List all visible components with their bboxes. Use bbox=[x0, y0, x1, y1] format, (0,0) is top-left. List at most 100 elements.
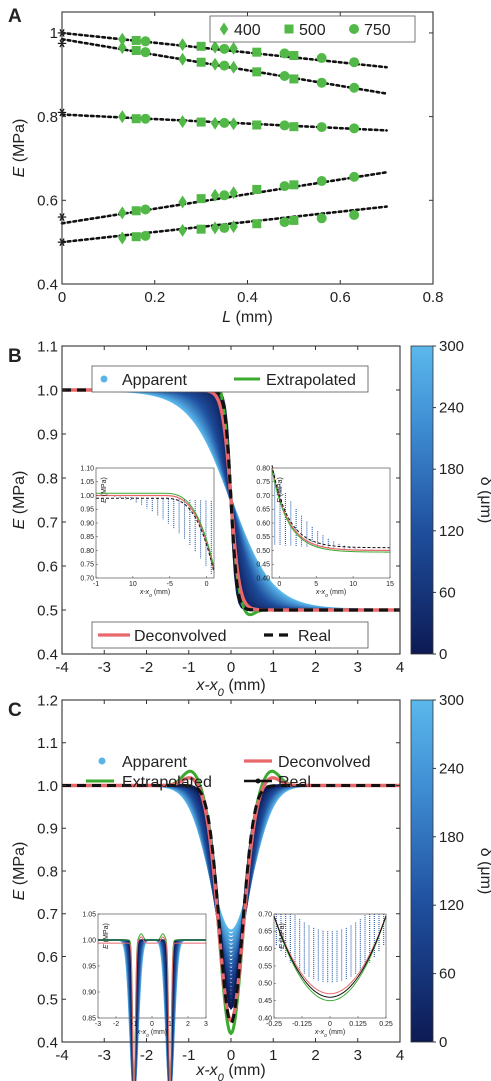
inset-x-tick-label: 0 bbox=[205, 581, 209, 588]
square-marker bbox=[284, 24, 294, 34]
x-tick-label: -1 bbox=[182, 1047, 195, 1064]
square-marker bbox=[252, 184, 262, 194]
inset-right: 0.40 0.45 0.50 0.55 0.60 0.65 0.70 0.75 0.80 0 5 10… bbox=[256, 465, 394, 599]
diamond-marker bbox=[118, 231, 127, 245]
circle-marker bbox=[279, 181, 290, 192]
inset-y-tick-label: 1.10 bbox=[80, 465, 94, 472]
diamond-marker bbox=[118, 206, 127, 220]
legend-dot bbox=[100, 375, 108, 383]
square-marker bbox=[289, 51, 299, 61]
colorbar-tick-label: 180 bbox=[439, 829, 464, 846]
colorbar-tick-label: 60 bbox=[439, 584, 456, 601]
real-line bbox=[62, 784, 400, 1025]
y-tick-label: 0.8 bbox=[37, 109, 58, 126]
y-tick-label: 1 bbox=[50, 25, 58, 42]
inset-x-tick-label: -5 bbox=[167, 581, 173, 588]
y-tick-label: 0.7 bbox=[37, 906, 58, 923]
inset-x-tick-label: 10 bbox=[129, 581, 137, 588]
diamond-marker bbox=[210, 221, 220, 235]
inset-y-tick-label: 1.00 bbox=[80, 493, 94, 500]
square-marker bbox=[196, 224, 206, 234]
inset-y-tick-label: 1.00 bbox=[82, 937, 96, 944]
circle-marker bbox=[140, 230, 151, 241]
square-marker bbox=[289, 215, 299, 225]
y-tick-label: 0.6 bbox=[37, 949, 58, 966]
legend-box bbox=[91, 621, 369, 649]
diamond-marker bbox=[229, 117, 238, 131]
inset-x-tick-label: 0.125 bbox=[349, 1021, 367, 1028]
legend-label: Real bbox=[278, 774, 311, 791]
square-marker bbox=[131, 35, 141, 45]
x-tick-label: 1 bbox=[269, 1047, 277, 1064]
colorbar-tick-label: 240 bbox=[439, 760, 464, 777]
colorbar-tick-label: 0 bbox=[439, 646, 447, 663]
x-tick-label: 0 bbox=[227, 659, 235, 676]
circle-marker bbox=[349, 57, 360, 68]
circle-marker bbox=[219, 43, 230, 54]
panel-b: B0.700.750.800.850.900.951.001.051.10-1 1… bbox=[8, 338, 491, 699]
inset-real bbox=[271, 465, 390, 549]
inset-x-tick-label: 15 bbox=[386, 581, 394, 588]
inset-real bbox=[96, 497, 215, 573]
inset-y-tick-label: 0.45 bbox=[256, 562, 270, 569]
inset-y-tick-label: 0.95 bbox=[82, 963, 96, 970]
square-marker bbox=[131, 45, 141, 55]
legend: 400 500 750 bbox=[209, 15, 416, 43]
inset-deconvolved bbox=[98, 936, 206, 1081]
y-tick-label: 1.2 bbox=[37, 692, 58, 709]
circle-marker bbox=[349, 82, 360, 93]
x-tick-label: 2 bbox=[311, 659, 319, 676]
legend-label: Extrapolated bbox=[122, 774, 212, 791]
y-tick-label: 0.5 bbox=[37, 992, 58, 1009]
x-tick-label: -3 bbox=[98, 1047, 111, 1064]
colorbar-tick-label: 180 bbox=[439, 461, 464, 478]
inset-x-tick-label: 0 bbox=[150, 1021, 154, 1028]
inset-bg bbox=[98, 914, 206, 1018]
inset-y-tick-label: 0.80 bbox=[80, 548, 94, 555]
inset-bg bbox=[274, 914, 386, 1018]
square-marker bbox=[196, 117, 206, 127]
y-tick-label: 1.0 bbox=[37, 778, 58, 795]
legend-label: Apparent bbox=[122, 754, 187, 771]
inset-y-tick-label: 0.50 bbox=[256, 548, 270, 555]
inset-right: 0.40 0.45 0.50 0.55 0.60 0.65 0.70 -0.25 -0.125 0… bbox=[258, 911, 393, 1038]
circle-marker bbox=[279, 71, 290, 82]
inset-extrapolated bbox=[98, 933, 206, 1081]
diamond-marker bbox=[229, 220, 238, 234]
colorbar-tick-label: 240 bbox=[439, 400, 464, 417]
circle-marker bbox=[219, 117, 230, 128]
x-tick-label: -4 bbox=[55, 659, 68, 676]
diamond-marker bbox=[219, 22, 229, 36]
legend-label: 500 bbox=[299, 22, 326, 39]
square-marker bbox=[252, 120, 262, 130]
x-axis-label: x-x0 (mm) bbox=[195, 1062, 265, 1081]
x-axis-label: L (mm) bbox=[222, 309, 273, 326]
colorbar-tick-label: 300 bbox=[439, 692, 464, 709]
inset-x-tick-label: 1 bbox=[168, 1021, 172, 1028]
inset-y-label: E (MPa) bbox=[101, 477, 108, 503]
inset-y-tick-label: 0.65 bbox=[258, 929, 272, 936]
panel-c: C0.850.900.951.001.05-3 -2 -1 0 1 2 3x-x0 (mm)… bbox=[8, 692, 491, 1081]
y-tick-label: 0.6 bbox=[37, 558, 58, 575]
inset-extrapolated bbox=[273, 916, 387, 1002]
x-tick-label: 3 bbox=[354, 1047, 362, 1064]
y-tick-label: 0.4 bbox=[37, 276, 58, 293]
circle-marker bbox=[219, 60, 230, 71]
diamond-marker bbox=[210, 40, 220, 54]
diamond-marker bbox=[229, 41, 238, 55]
x-tick-label: 4 bbox=[396, 659, 404, 676]
y-tick-label: 0.8 bbox=[37, 863, 58, 880]
inset-x-tick-label: 0 bbox=[328, 1021, 332, 1028]
inset-y-tick-label: 0.40 bbox=[256, 575, 270, 582]
inset-x-label: x-x0 (mm) bbox=[315, 589, 346, 599]
colorbar-tick-label: 60 bbox=[439, 966, 456, 983]
legend-label: Extrapolated bbox=[266, 372, 356, 389]
square-marker bbox=[289, 74, 299, 84]
diamond-marker bbox=[118, 110, 127, 124]
x-tick-label: 4 bbox=[396, 1047, 404, 1064]
y-tick-label: 0.6 bbox=[37, 193, 58, 210]
circle-marker bbox=[316, 213, 327, 224]
inset-y-tick-label: 0.95 bbox=[80, 507, 94, 514]
y-axis-label: E (MPa) bbox=[11, 471, 28, 530]
